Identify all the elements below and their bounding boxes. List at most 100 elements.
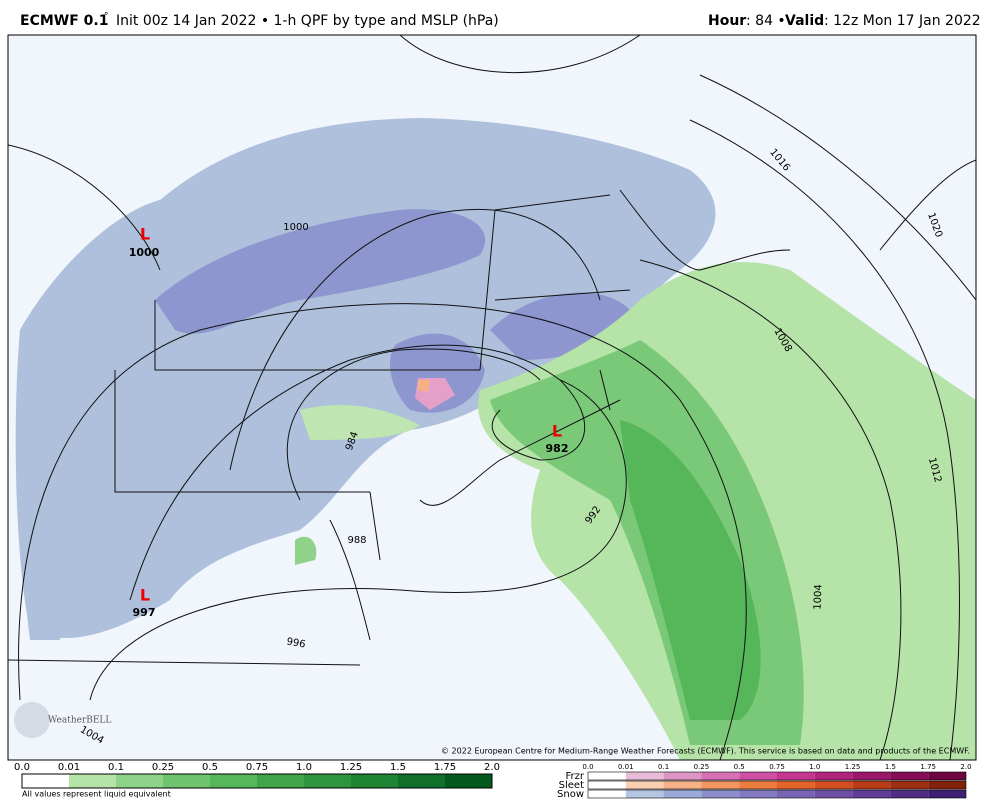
colorbar-frame	[587, 780, 967, 790]
legend-label: 1.25	[340, 762, 362, 773]
legend-label: 0.0	[582, 763, 593, 771]
color-cell	[890, 781, 929, 789]
color-cell	[928, 790, 966, 798]
color-cell	[304, 774, 351, 788]
low-symbol: L	[552, 422, 562, 441]
legend-label: 1.0	[296, 762, 312, 773]
legend-label: 1.0	[809, 763, 820, 771]
legend-label: 2.0	[960, 763, 971, 771]
rain-legend: 0.0 0.01 0.1 0.25 0.5 0.75 1.0 1.25 1.5 1.75 2.0	[14, 762, 500, 789]
logo: WeatherBELL	[48, 716, 111, 726]
low-symbol: L	[140, 225, 150, 244]
color-cell	[739, 772, 777, 780]
color-cell	[398, 774, 445, 788]
color-cell	[739, 781, 777, 789]
low-pressure: 997	[133, 606, 156, 619]
color-cell	[351, 774, 398, 788]
heavy-rain	[620, 420, 761, 720]
isobar-label: 1000	[283, 222, 308, 233]
row-label: Sleet	[559, 780, 584, 791]
color-cell	[928, 772, 966, 780]
color-cell	[663, 781, 702, 789]
color-cell	[588, 772, 626, 780]
low-pressure: 982	[546, 442, 569, 455]
isobar-label: 988	[347, 535, 366, 546]
color-cell	[257, 774, 304, 788]
isobar	[129, 344, 586, 601]
color-cell	[814, 772, 853, 780]
legend-label: 0.1	[108, 762, 124, 773]
hour-label: Hour	[708, 13, 746, 29]
color-cell	[777, 781, 815, 789]
isobar	[689, 119, 960, 760]
colorbar-frame	[21, 773, 493, 789]
legend-label: 1.25	[845, 763, 861, 771]
color-cell	[663, 772, 702, 780]
legend-label: 1.75	[434, 762, 456, 773]
color-cell	[701, 772, 740, 780]
color-cell	[116, 774, 163, 788]
color-cell	[852, 772, 891, 780]
map-frame	[7, 34, 977, 761]
color-cell	[701, 781, 740, 789]
isobar	[639, 259, 902, 760]
legend-label: 1.5	[885, 763, 896, 771]
logo-icon	[14, 702, 50, 738]
legend-label: 0.0	[14, 762, 30, 773]
color-cell	[163, 774, 210, 788]
color-cell	[69, 774, 116, 788]
low-pressure: 1000	[129, 246, 160, 259]
sleet	[418, 380, 430, 392]
legend-label: 2.0	[484, 762, 500, 773]
legend-label: 0.75	[769, 763, 785, 771]
color-cell	[625, 790, 664, 798]
isobar	[18, 303, 747, 760]
degree: °	[104, 12, 109, 22]
color-cell	[588, 790, 626, 798]
colorbar-frame	[587, 771, 967, 781]
color-cell	[777, 790, 815, 798]
valid-label: Valid	[785, 13, 824, 29]
legend-label: 0.25	[152, 762, 174, 773]
legend-label: 0.01	[618, 763, 634, 771]
isobar	[229, 208, 601, 471]
valid-value: : 12z Mon 17 Jan 2022	[824, 13, 981, 29]
color-cell	[814, 790, 853, 798]
color-cell	[890, 772, 929, 780]
color-cell	[852, 781, 891, 789]
color-cell	[739, 790, 777, 798]
copyright: © 2022 European Centre for Medium-Range …	[441, 747, 970, 756]
color-cell	[625, 772, 664, 780]
isobar-label: 1004	[813, 584, 825, 610]
rain	[295, 536, 317, 565]
legend-label: 0.25	[694, 763, 710, 771]
light-rain	[300, 405, 420, 440]
isobar	[287, 348, 541, 501]
color-cell	[663, 790, 702, 798]
color-cell	[890, 790, 929, 798]
legend-label: 1.75	[920, 763, 936, 771]
color-cell	[625, 781, 664, 789]
color-cell	[210, 774, 257, 788]
model: ECMWF 0.1	[20, 13, 108, 29]
colorbar-frame	[587, 789, 967, 799]
color-cell	[22, 774, 69, 788]
description: Init 00z 14 Jan 2022 • 1-h QPF by type a…	[116, 13, 499, 29]
isobar	[699, 74, 976, 301]
legend-label: 0.01	[58, 762, 80, 773]
color-cell	[814, 781, 853, 789]
legend-note: All values represent liquid equivalent	[22, 790, 171, 799]
color-cell	[928, 781, 966, 789]
map: L 1000 L 982 L 997 1000 984 988 992 996 …	[7, 34, 977, 761]
coast	[619, 189, 791, 271]
color-cell	[852, 790, 891, 798]
color-cell	[701, 790, 740, 798]
heavy-snow	[390, 333, 485, 413]
legend-label: 0.1	[658, 763, 669, 771]
color-cell	[445, 774, 492, 788]
heavy-snow	[155, 209, 486, 334]
legend-label: 1.5	[390, 762, 406, 773]
snow-area	[20, 320, 87, 640]
